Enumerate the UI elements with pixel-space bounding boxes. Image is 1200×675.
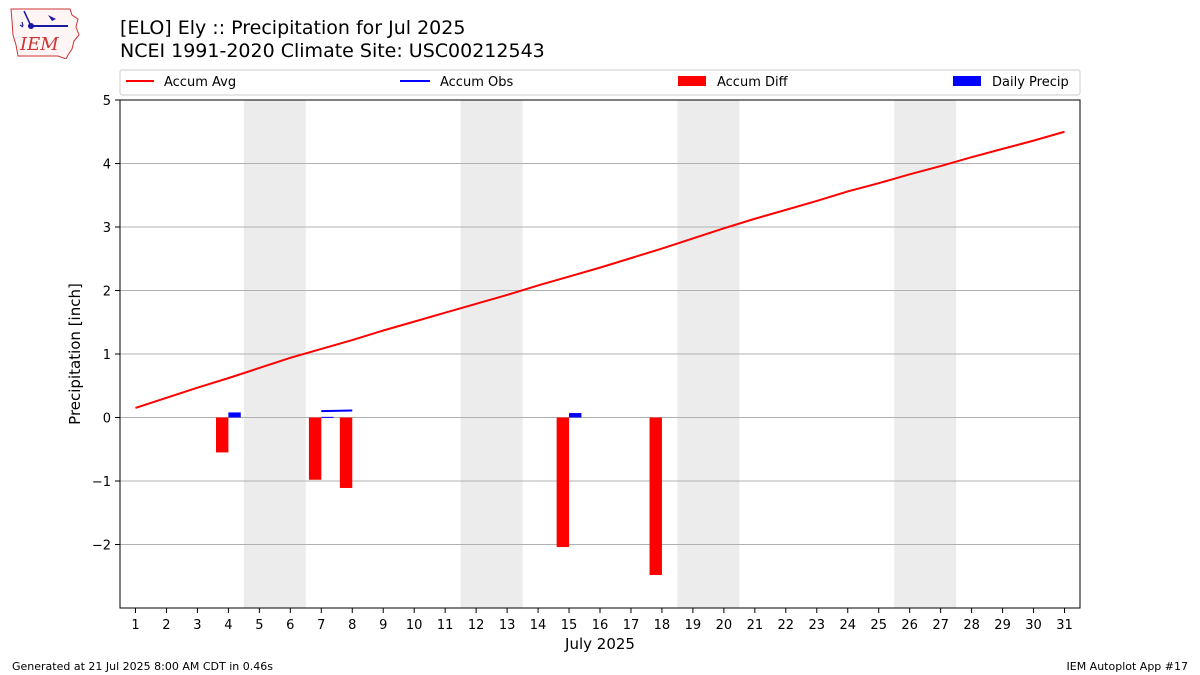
x-tick-label: 5 [255, 618, 263, 633]
accum-diff-bar [556, 417, 570, 548]
chart-subtitle: NCEI 1991-2020 Climate Site: USC00212543 [120, 40, 545, 62]
x-tick-label: 21 [747, 618, 764, 633]
x-tick-label: 14 [530, 618, 547, 633]
iem-logo: IEM [10, 8, 80, 59]
x-tick-label: 3 [193, 618, 201, 633]
x-tick-label: 19 [685, 618, 702, 633]
accum-diff-bar [649, 417, 662, 575]
y-tick-label: 4 [103, 158, 111, 173]
chart-title: [ELO] Ely :: Precipitation for Jul 2025 [120, 17, 466, 39]
y-tick-label: 1 [103, 348, 111, 363]
x-tick-label: 24 [839, 618, 856, 633]
x-tick-label: 31 [1056, 618, 1073, 633]
x-tick-label: 23 [809, 618, 826, 633]
app-label: IEM Autoplot App #17 [1066, 660, 1189, 673]
x-tick-label: 20 [716, 618, 733, 633]
legend-label-accum-avg: Accum Avg [164, 75, 236, 90]
x-axis-label: July 2025 [564, 635, 635, 653]
accum-obs-line [321, 409, 353, 413]
legend-label-accum-obs: Accum Obs [440, 75, 513, 90]
legend-label-accum-diff: Accum Diff [717, 75, 789, 90]
y-tick-label: 0 [103, 412, 111, 427]
x-tick-label: 25 [870, 618, 887, 633]
logo-text: IEM [19, 34, 59, 55]
x-tick-label: 12 [468, 618, 485, 633]
y-tick-label: 3 [103, 221, 111, 236]
y-tick-label: 5 [103, 94, 111, 109]
daily-precip-bar [228, 412, 241, 418]
x-tick-label: 13 [499, 618, 516, 633]
y-tick-label: −1 [92, 475, 111, 490]
x-tick-label: 17 [623, 618, 640, 633]
x-tick-label: 11 [437, 618, 454, 633]
x-tick-label: 1 [131, 618, 139, 633]
accum-diff-bar [308, 417, 322, 480]
x-tick-label: 8 [348, 618, 356, 633]
x-tick-label: 6 [286, 618, 294, 633]
x-tick-label: 10 [406, 618, 423, 633]
y-tick-label: −2 [92, 539, 111, 554]
x-tick-label: 30 [1025, 618, 1042, 633]
legend-swatch-accum-diff [678, 76, 706, 86]
x-tick-label: 27 [932, 618, 949, 633]
accum-avg-line [135, 130, 1065, 409]
x-tick-label: 29 [994, 618, 1011, 633]
x-tick-label: 7 [317, 618, 325, 633]
daily-precip-bar [569, 413, 582, 418]
x-tick-label: 26 [901, 618, 918, 633]
accum-diff-bar [339, 417, 353, 488]
accum-diff-bar [216, 417, 229, 453]
legend-label-daily-precip: Daily Precip [992, 75, 1069, 90]
y-tick-label: 2 [103, 285, 111, 300]
y-axis-label: Precipitation [inch] [66, 283, 84, 425]
x-tick-label: 16 [592, 618, 609, 633]
x-tick-label: 9 [379, 618, 387, 633]
x-tick-label: 2 [162, 618, 170, 633]
daily-precip-bar [321, 416, 334, 418]
x-tick-label: 28 [963, 618, 980, 633]
legend: Accum Avg Accum Obs Accum Diff Daily Pre… [119, 69, 1081, 96]
legend-swatch-daily-precip [953, 76, 981, 86]
x-tick-label: 15 [561, 618, 578, 633]
generated-timestamp: Generated at 21 Jul 2025 8:00 AM CDT in … [12, 660, 273, 673]
x-tick-label: 4 [224, 618, 232, 633]
x-tick-label: 18 [654, 618, 671, 633]
x-tick-label: 22 [778, 618, 795, 633]
